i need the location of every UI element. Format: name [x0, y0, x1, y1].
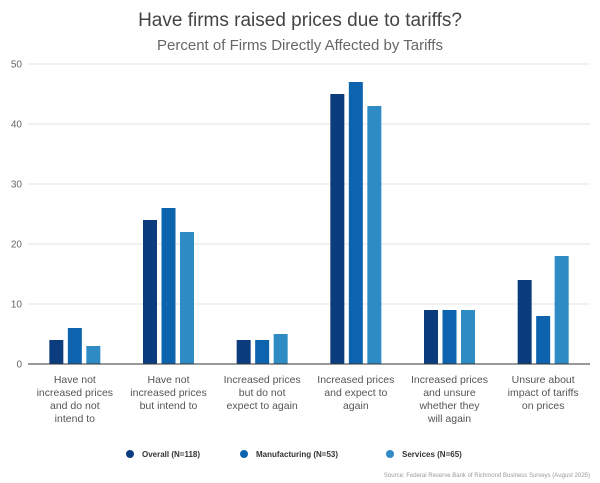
bar [255, 340, 270, 364]
bar [143, 220, 157, 364]
category-label-line: increased prices [37, 387, 113, 399]
category-label-line: will again [427, 413, 471, 425]
bar [236, 340, 251, 364]
y-tick-label: 50 [11, 60, 23, 71]
legend-marker [126, 450, 134, 458]
bar [180, 232, 194, 364]
category-label: Increased prices but do not expect to agai… [224, 374, 301, 412]
category-label-line: increased prices [130, 387, 206, 399]
gridlines [28, 63, 590, 305]
y-tick-label: 10 [11, 300, 23, 311]
y-tick-label: 30 [11, 180, 23, 191]
category-label: Have not increased prices but intend to [130, 374, 206, 412]
category-label: Unsure about impact of tariffs on prices [508, 374, 579, 412]
category-label-line: Have not [147, 374, 189, 386]
category-label-line: Increased prices [411, 374, 488, 386]
y-tick-label: 0 [16, 360, 22, 371]
legend-marker [240, 450, 248, 458]
source-note: Source: Federal Reserve Bank of Richmond… [384, 473, 590, 479]
category-label-line: but do not [239, 387, 286, 399]
category-label-line: on prices [522, 400, 565, 412]
bar [330, 94, 345, 364]
legend-marker [386, 450, 394, 458]
category-label-line: and do not [50, 400, 100, 412]
bar [86, 346, 101, 364]
category-label-line: expect to again [227, 400, 298, 412]
chart-title: Have firms raised prices due to tariffs? [138, 10, 462, 31]
bar [367, 106, 382, 364]
category-label-line: whether they [418, 400, 480, 412]
legend-label: Manufacturing (N=53) [256, 450, 338, 459]
category-label-line: but intend to [140, 400, 198, 412]
chart-subtitle: Percent of Firms Directly Affected by Ta… [157, 37, 443, 54]
bar [517, 280, 532, 364]
bars [49, 82, 569, 364]
category-label-line: Increased prices [317, 374, 394, 386]
legend-item: Services (N=65) [386, 450, 462, 459]
category-label-line: intend to [55, 413, 95, 425]
legend: Overall (N=118) Manufacturing (N=53) Servi… [126, 450, 462, 459]
bar [348, 82, 363, 364]
bar [442, 310, 457, 364]
y-axis-ticks: 0 10 20 30 40 50 [11, 60, 23, 371]
bar [461, 310, 475, 364]
category-label-line: Unsure about [512, 374, 575, 386]
y-tick-label: 20 [11, 240, 23, 251]
category-labels: Have not increased prices and do not intend… [37, 374, 579, 425]
category-label-line: and unsure [423, 387, 476, 399]
legend-item: Manufacturing (N=53) [240, 450, 338, 459]
category-label-line: again [343, 400, 369, 412]
bar [554, 256, 569, 364]
category-label-line: Have not [54, 374, 96, 386]
bar [273, 334, 288, 364]
legend-label: Services (N=65) [402, 450, 462, 459]
category-label: Have not increased prices and do not intend… [37, 374, 113, 425]
legend-item: Overall (N=118) [126, 450, 200, 459]
bar [49, 340, 64, 364]
bar [67, 328, 82, 364]
y-tick-label: 40 [11, 120, 23, 131]
legend-label: Overall (N=118) [142, 450, 200, 459]
category-label-line: Increased prices [224, 374, 301, 386]
bar [161, 208, 176, 364]
category-label-line: and expect to [324, 387, 387, 399]
category-label: Increased prices and unsure whether they wi… [411, 374, 488, 425]
bar [424, 310, 438, 364]
category-label-line: impact of tariffs [508, 387, 579, 399]
category-label: Increased prices and expect to again [317, 374, 394, 412]
bar [536, 316, 551, 364]
